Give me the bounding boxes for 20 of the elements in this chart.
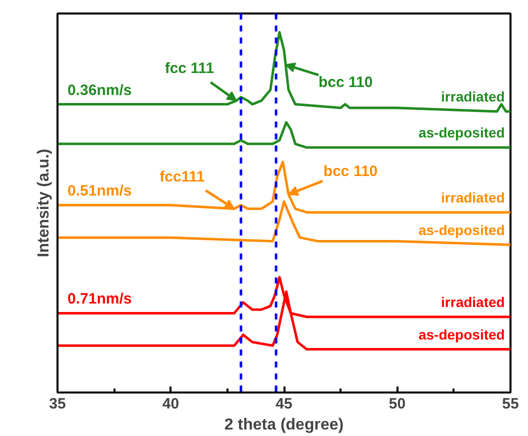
x-tick-label: 35: [49, 396, 66, 412]
series-label: irradiated: [441, 189, 505, 206]
x-tick-label: 50: [388, 396, 406, 412]
y-axis-title: Intensity (a.u.): [36, 148, 52, 258]
series-label: irradiated: [441, 294, 505, 310]
series-label: as-deposited: [418, 222, 505, 238]
series-label: irradiated: [441, 88, 505, 104]
annotation: 0.51nm/s: [68, 182, 132, 200]
series-label: as-deposited: [418, 326, 505, 342]
x-tick-label: 40: [162, 396, 180, 412]
annotation: 0.71nm/s: [68, 290, 132, 308]
annotation: 0.36nm/s: [68, 82, 132, 99]
series-label: as-deposited: [418, 124, 505, 141]
x-tick-label: 45: [276, 396, 292, 412]
annotation: bcc 110: [323, 162, 378, 180]
x-tick-label: 55: [502, 396, 519, 412]
annotation: fcc 111: [164, 60, 214, 78]
annotation: fcc111: [160, 168, 205, 186]
annotation: bcc 110: [318, 74, 373, 92]
x-axis-title: 2 theta (degree): [224, 416, 344, 434]
